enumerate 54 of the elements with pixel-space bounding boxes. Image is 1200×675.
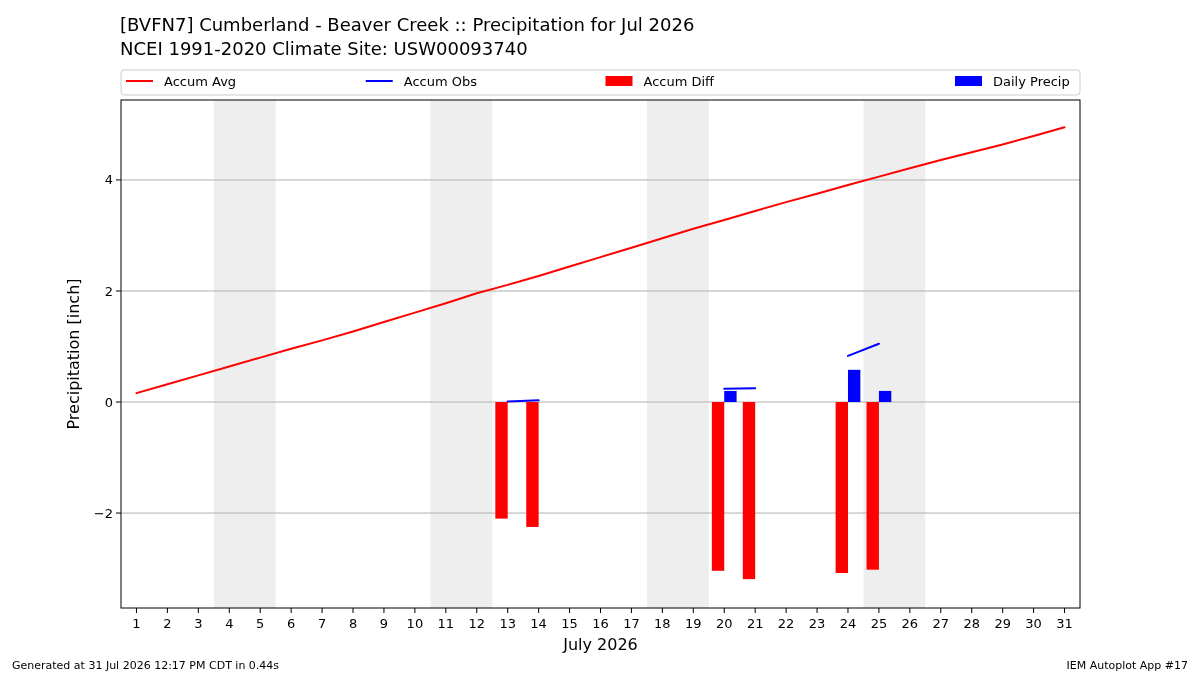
bar: [847, 369, 861, 403]
x-tick-label: 29: [994, 616, 1011, 631]
x-tick-label: 7: [317, 616, 327, 631]
y-tick-label: 0: [104, 394, 113, 410]
bar: [866, 402, 879, 570]
x-tick-label: 8: [348, 616, 358, 631]
x-tick-label: 5: [256, 616, 265, 631]
x-tick-label: 25: [870, 616, 888, 631]
x-tick-label: 4: [225, 616, 234, 631]
y-axis-title: Precipitation [inch]: [64, 278, 83, 430]
chart-subtitle: NCEI 1991-2020 Climate Site: USW00093740: [120, 38, 528, 59]
y-tick-label: −2: [93, 505, 113, 521]
y-tick-label: 2: [104, 283, 113, 299]
x-tick-label: 9: [379, 616, 389, 631]
x-tick-label: 2: [163, 616, 172, 631]
x-tick-label: 23: [808, 616, 826, 631]
x-tick-label: 30: [1025, 616, 1042, 631]
bar: [526, 402, 539, 527]
x-tick-label: 15: [561, 616, 578, 631]
x-tick-label: 31: [1056, 616, 1073, 631]
bar: [711, 402, 725, 571]
x-tick-label: 16: [592, 616, 609, 631]
x-tick-label: 12: [468, 616, 486, 631]
x-tick-label: 27: [932, 616, 950, 631]
legend-label: Accum Avg: [164, 73, 237, 89]
bar: [835, 402, 848, 574]
x-tick-label: 10: [406, 616, 424, 631]
bar: [878, 390, 892, 403]
x-tick-label: 24: [839, 616, 857, 631]
text: IEM Autoplot App #17: [1066, 659, 1188, 672]
x-tick-label: 11: [437, 616, 455, 631]
text: Generated at 31 Jul 2026 12:17 PM CDT in 0.44s: [12, 659, 280, 672]
bar: [742, 402, 756, 580]
line-series: [135, 126, 1066, 395]
x-tick-label: 22: [777, 616, 795, 631]
x-tick-label: 3: [194, 616, 203, 631]
x-tick-label: 20: [715, 616, 733, 631]
x-tick-label: 21: [746, 616, 764, 631]
x-tick-label: 19: [685, 616, 702, 631]
x-tick-label: 18: [654, 616, 671, 631]
legend-label: Daily Precip: [993, 73, 1070, 89]
x-tick-label: 6: [287, 616, 296, 631]
y-tick-label: 4: [104, 172, 113, 188]
x-tick-label: 14: [530, 616, 547, 631]
chart-title: [BVFN7] Cumberland - Beaver Creek :: Precipitation for Jul 2026: [120, 14, 695, 35]
x-tick-label: 17: [623, 616, 640, 631]
legend-label: Accum Diff: [643, 73, 716, 89]
x-tick-label: 13: [499, 616, 516, 631]
x-tick-label: 26: [901, 616, 919, 631]
bar: [495, 402, 508, 519]
legend-label: Accum Obs: [403, 73, 478, 89]
x-tick-label: 1: [132, 616, 141, 631]
x-axis-title: July 2026: [562, 635, 638, 654]
x-tick-label: 28: [963, 616, 980, 631]
